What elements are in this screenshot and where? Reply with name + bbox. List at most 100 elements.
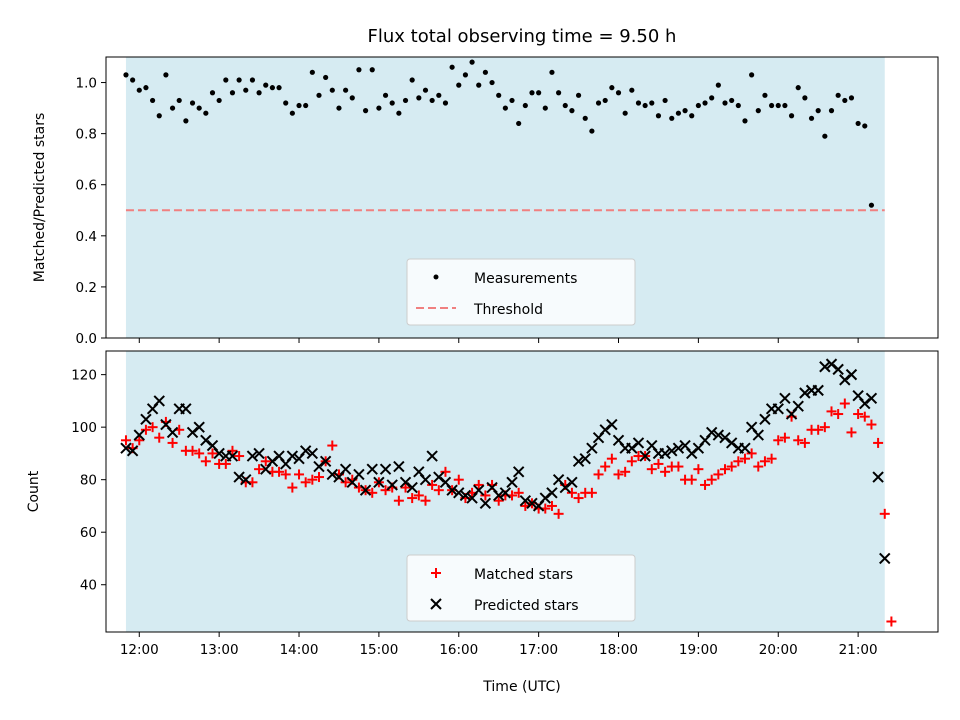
predicted-star-point-b bbox=[226, 450, 239, 462]
predicted-star-point-b bbox=[413, 466, 425, 478]
predicted-star-point-b bbox=[180, 403, 192, 415]
measurement-point bbox=[549, 69, 555, 75]
matched-star-point bbox=[393, 495, 404, 506]
measurement-point bbox=[589, 128, 595, 134]
predicted-star-point bbox=[519, 494, 532, 507]
measurement-point bbox=[223, 77, 229, 83]
measurement-point bbox=[183, 118, 189, 124]
predicted-star-point bbox=[666, 445, 678, 457]
legend-cross bbox=[430, 598, 442, 610]
y-tick-label: 40 bbox=[80, 578, 97, 594]
measurement-point bbox=[396, 110, 402, 116]
axes-frame bbox=[105, 56, 939, 339]
legend-marker-measurements bbox=[433, 274, 439, 280]
predicted-star-point-b bbox=[433, 471, 445, 483]
measurement-point bbox=[755, 108, 761, 114]
predicted-star-point bbox=[712, 429, 725, 441]
predicted-star-point-b bbox=[133, 429, 145, 441]
predicted-star-point-b bbox=[306, 447, 319, 460]
panel-counts: 40 60 80 100 120 12:00 13:00 14:00 15:00 16:00 17… bbox=[26, 350, 939, 695]
matched-star-point bbox=[713, 469, 724, 480]
matched-star-point bbox=[593, 469, 604, 480]
predicted-star-point-b bbox=[772, 403, 784, 415]
measurement-point bbox=[382, 92, 389, 98]
matched-star-point bbox=[733, 456, 744, 467]
measurement-point bbox=[143, 85, 149, 91]
predicted-star-point bbox=[193, 421, 205, 433]
predicted-stars-series bbox=[120, 358, 891, 565]
measurement-point bbox=[189, 100, 196, 106]
predicted-star-point-b bbox=[120, 442, 132, 454]
matched-star-point bbox=[660, 466, 671, 477]
predicted-star-point bbox=[120, 442, 132, 454]
predicted-star-point bbox=[353, 468, 365, 481]
measurement-point bbox=[609, 85, 615, 91]
x-tick-label: 20:00 bbox=[759, 642, 798, 658]
predicted-star-point bbox=[586, 442, 598, 454]
matched-star-point bbox=[826, 406, 837, 417]
y-tick-label: 80 bbox=[80, 473, 97, 489]
measurement-point bbox=[402, 97, 409, 104]
measurement-point bbox=[436, 92, 442, 98]
y-tick-label: 60 bbox=[80, 525, 97, 541]
measurement-point bbox=[642, 102, 648, 109]
measurement-point bbox=[303, 102, 309, 109]
measurement-point bbox=[422, 87, 429, 93]
measurement-point bbox=[516, 120, 522, 127]
predicted-star-point bbox=[546, 487, 558, 499]
predicted-star-point bbox=[506, 476, 518, 489]
measurement-point bbox=[775, 102, 781, 109]
legend-marker-predicted bbox=[430, 598, 442, 610]
predicted-star-point-b bbox=[353, 468, 365, 481]
predicted-star-point-b bbox=[579, 452, 591, 465]
measurement-point bbox=[862, 123, 868, 129]
predicted-star-point bbox=[672, 442, 685, 454]
measurement-point bbox=[329, 87, 335, 93]
x-tick-label: 13:00 bbox=[200, 642, 239, 658]
legend-label-measurements: Measurements bbox=[474, 271, 577, 287]
predicted-star-point bbox=[379, 463, 392, 475]
matched-star-point bbox=[280, 469, 291, 480]
y-tick-label: 120 bbox=[71, 368, 97, 384]
measurement-point bbox=[635, 100, 642, 106]
measurement-point bbox=[595, 100, 602, 106]
matched-star-point bbox=[294, 469, 305, 480]
predicted-star-point-b bbox=[160, 418, 172, 431]
predicted-star-point bbox=[492, 489, 505, 502]
matched-star-point bbox=[866, 419, 877, 430]
predicted-star-point-b bbox=[799, 387, 811, 399]
measurement-point bbox=[409, 77, 415, 83]
measurement-point bbox=[542, 105, 548, 111]
legend: Matched stars Predicted stars bbox=[406, 554, 636, 622]
matched-star-point bbox=[646, 464, 657, 475]
y-axis-label: Matched/Predicted stars bbox=[32, 113, 48, 283]
y-tick-label: 0.4 bbox=[76, 229, 97, 245]
predicted-star-point bbox=[632, 437, 645, 449]
measurement-point bbox=[715, 82, 721, 88]
y-axis-ticks: 40 60 80 100 120 bbox=[71, 368, 106, 594]
predicted-star-point bbox=[446, 484, 458, 496]
matched-star-point bbox=[853, 409, 864, 420]
predicted-star-point-b bbox=[446, 484, 458, 496]
matched-star-point bbox=[274, 466, 285, 477]
matched-star-point bbox=[653, 458, 664, 469]
measurement-point bbox=[163, 72, 169, 78]
predicted-star-point bbox=[739, 442, 751, 454]
measurement-point bbox=[156, 113, 162, 119]
predicted-star-point-b bbox=[126, 445, 139, 457]
measurement-point bbox=[316, 92, 322, 98]
predicted-star-point-b bbox=[499, 487, 512, 499]
predicted-star-point bbox=[359, 484, 372, 496]
matched-star-point bbox=[254, 464, 265, 475]
measurement-point bbox=[429, 97, 435, 104]
predicted-star-point bbox=[240, 473, 252, 486]
matched-star-point bbox=[480, 490, 491, 501]
measurements-series bbox=[123, 59, 875, 208]
predicted-star-point-b bbox=[426, 450, 438, 462]
matched-star-point bbox=[766, 453, 777, 464]
predicted-star-point bbox=[126, 445, 139, 457]
predicted-star-point-b bbox=[253, 447, 265, 460]
measurement-point bbox=[130, 77, 136, 83]
matched-star-point bbox=[407, 493, 418, 504]
matched-star-point bbox=[600, 461, 611, 472]
